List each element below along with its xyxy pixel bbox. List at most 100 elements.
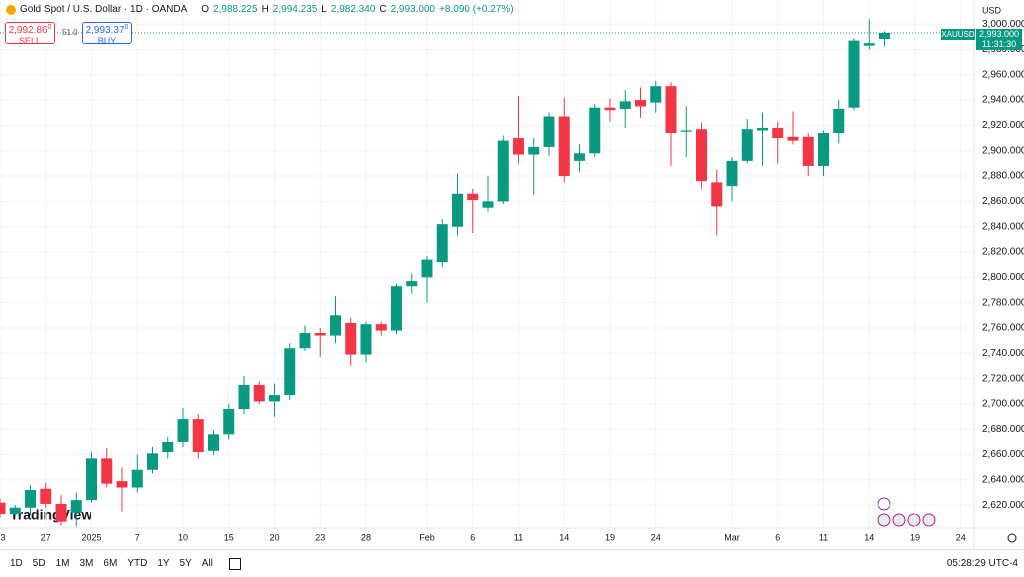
candle-body: [345, 322, 357, 355]
x-tick-label: 19: [910, 532, 920, 542]
symbol: Gold Spot / U.S. Dollar · 1D · OANDA: [20, 4, 188, 15]
x-tick-label: 3: [0, 532, 5, 542]
candle-body: [680, 130, 692, 132]
candle-body: [299, 333, 311, 349]
candle-body: [863, 43, 875, 46]
x-tick-label: Mar: [724, 532, 740, 542]
x-tick-label: 14: [559, 532, 569, 542]
y-tick-label: 3,000.000: [982, 19, 1024, 30]
candle-body: [131, 469, 143, 488]
candle-body: [391, 286, 402, 331]
y-tick-label: 2,840.000: [982, 221, 1024, 232]
candle-body: [665, 86, 677, 134]
candle-body: [208, 434, 219, 451]
candle-body: [86, 458, 97, 501]
candle-body: [0, 502, 6, 515]
candle-body: [528, 146, 540, 155]
candle-body: [162, 441, 174, 453]
x-tick-label: 10: [178, 532, 188, 542]
range-button[interactable]: 6M: [103, 558, 118, 569]
range-button[interactable]: 1D: [10, 558, 23, 569]
y-tick-label: 2,820.000: [982, 247, 1024, 258]
candle-body: [269, 395, 280, 402]
spread: 51.0: [62, 28, 78, 37]
buy-price: 2,993.37: [85, 25, 125, 36]
candle-body: [330, 315, 341, 336]
y-tick-label: 2,960.000: [982, 69, 1024, 80]
candle-body: [223, 408, 235, 435]
sell-price: 2,992.86: [8, 25, 48, 36]
candle-body: [421, 259, 433, 278]
x-tick-label: 27: [41, 532, 51, 542]
sell-button[interactable]: 2,992.860 SELL: [5, 22, 55, 46]
range-button[interactable]: YTD: [127, 558, 148, 569]
y-tick-label: 2,780.000: [982, 297, 1024, 308]
candle-body: [513, 138, 524, 155]
grid: [0, 0, 974, 528]
candle-body: [452, 193, 463, 227]
symbol-icon: [6, 4, 16, 15]
buy-label: BUY: [97, 36, 117, 46]
candle-body: [116, 481, 128, 488]
candle-body: [619, 101, 631, 109]
candle-body: [406, 281, 418, 287]
range-button[interactable]: 5D: [32, 558, 46, 569]
candle-body: [482, 201, 494, 208]
x-tick-label: 6: [775, 532, 780, 542]
candle-body: [848, 40, 860, 108]
candle-body: [70, 500, 82, 513]
candle-body: [253, 384, 265, 402]
y-tick-label: 2,940.000: [982, 95, 1024, 106]
o-value: 2,988.225: [213, 4, 258, 15]
candle-body: [543, 116, 555, 147]
y-tick-label: 2,860.000: [982, 196, 1024, 207]
range-button[interactable]: 1M: [55, 558, 70, 569]
candle-body: [25, 490, 36, 508]
x-tick-label: 11: [819, 532, 828, 542]
x-tick-label: 19: [605, 532, 615, 542]
candle-body: [879, 32, 890, 40]
y-tick-label: 2,900.000: [982, 145, 1024, 156]
y-tick-label: 2,740.000: [982, 348, 1024, 359]
x-tick-label: 2025: [81, 532, 101, 542]
range-button[interactable]: 5Y: [179, 558, 192, 569]
h-value: 2,994.235: [272, 4, 318, 15]
candle-body: [833, 108, 845, 134]
settings-icon[interactable]: [1007, 533, 1017, 543]
candle-body: [177, 419, 189, 442]
ranges: 1D 5D 1M 3M 6M YTD 1Y 5Y All: [0, 558, 213, 569]
l-label: L: [321, 4, 327, 15]
candle-body: [40, 488, 52, 504]
candle-body: [650, 86, 662, 103]
candle-body: [375, 324, 387, 331]
x-tick-label: 24: [956, 532, 966, 542]
candle-body: [604, 107, 616, 111]
buy-button[interactable]: 2,993.370 BUY: [82, 22, 132, 46]
countdown: 11:31:30: [981, 39, 1017, 49]
x-tick-label: 23: [315, 532, 325, 542]
date-range-icon[interactable]: [228, 557, 241, 570]
range-button[interactable]: 3M: [79, 558, 94, 569]
candle-body: [467, 193, 479, 201]
x-tick-label: 14: [864, 532, 874, 542]
x-tick-label: 28: [361, 532, 371, 542]
candle-body: [360, 324, 372, 355]
x-tick-label: 20: [269, 532, 279, 542]
range-button[interactable]: All: [201, 558, 213, 569]
candle-body: [574, 153, 585, 161]
candle-body: [101, 458, 113, 484]
x-tick-label: 15: [224, 532, 234, 542]
candle-body: [147, 453, 158, 470]
c-value: 2,993.000: [390, 4, 436, 15]
bottom-toolbar: 1D 5D 1M 3M 6M YTD 1Y 5Y All 05:28:29 UTC-4: [0, 549, 1024, 577]
l-value: 2,982.340: [330, 4, 376, 15]
y-tick-label: 2,640.000: [982, 475, 1024, 486]
range-button[interactable]: 1Y: [157, 558, 170, 569]
candle-body: [284, 348, 296, 396]
chart: USD TradingView 2,620.0002,640.0002,660.…: [0, 0, 1024, 549]
event-icons: [877, 497, 936, 527]
x-tick-label: 11: [514, 532, 523, 542]
candle-body: [436, 224, 448, 263]
change: +8.090 (+0.27%): [439, 4, 514, 15]
y-tick-label: 2,660.000: [982, 449, 1024, 460]
